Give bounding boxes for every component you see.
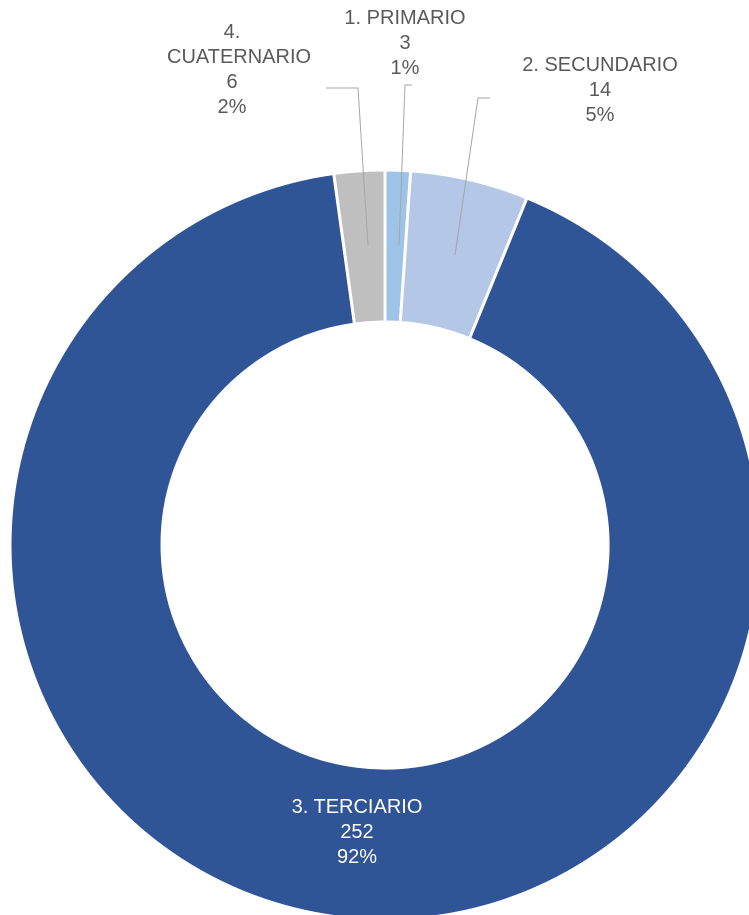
data-label: 1. PRIMARIO 3 1% [315,6,495,81]
data-label: 2. SECUNDARIO 14 5% [490,53,710,128]
slice [8,171,749,915]
data-label: 4. CUATERNARIO 6 2% [142,20,322,120]
category-label: 3. TERCIARIO [291,796,423,818]
slices [8,168,749,915]
leader-line [398,84,412,246]
percent-label: 5% [585,104,615,126]
data-label: 3. TERCIARIO 252 92% [257,795,457,870]
percent-label: 1% [390,57,420,79]
value-label: 6 [226,71,238,93]
value-label: 3 [399,32,411,54]
slice [332,168,387,326]
leader-line [454,97,490,256]
category-label: 2. SECUNDARIO [522,54,678,76]
percent-label: 2% [217,96,247,118]
leader-line [326,87,369,246]
category-label: 1. PRIMARIO [344,7,466,29]
percent-label: 92% [336,846,378,868]
value-label: 252 [340,821,374,843]
value-label: 14 [588,79,612,101]
category-label: 4. CUATERNARIO [167,21,312,68]
